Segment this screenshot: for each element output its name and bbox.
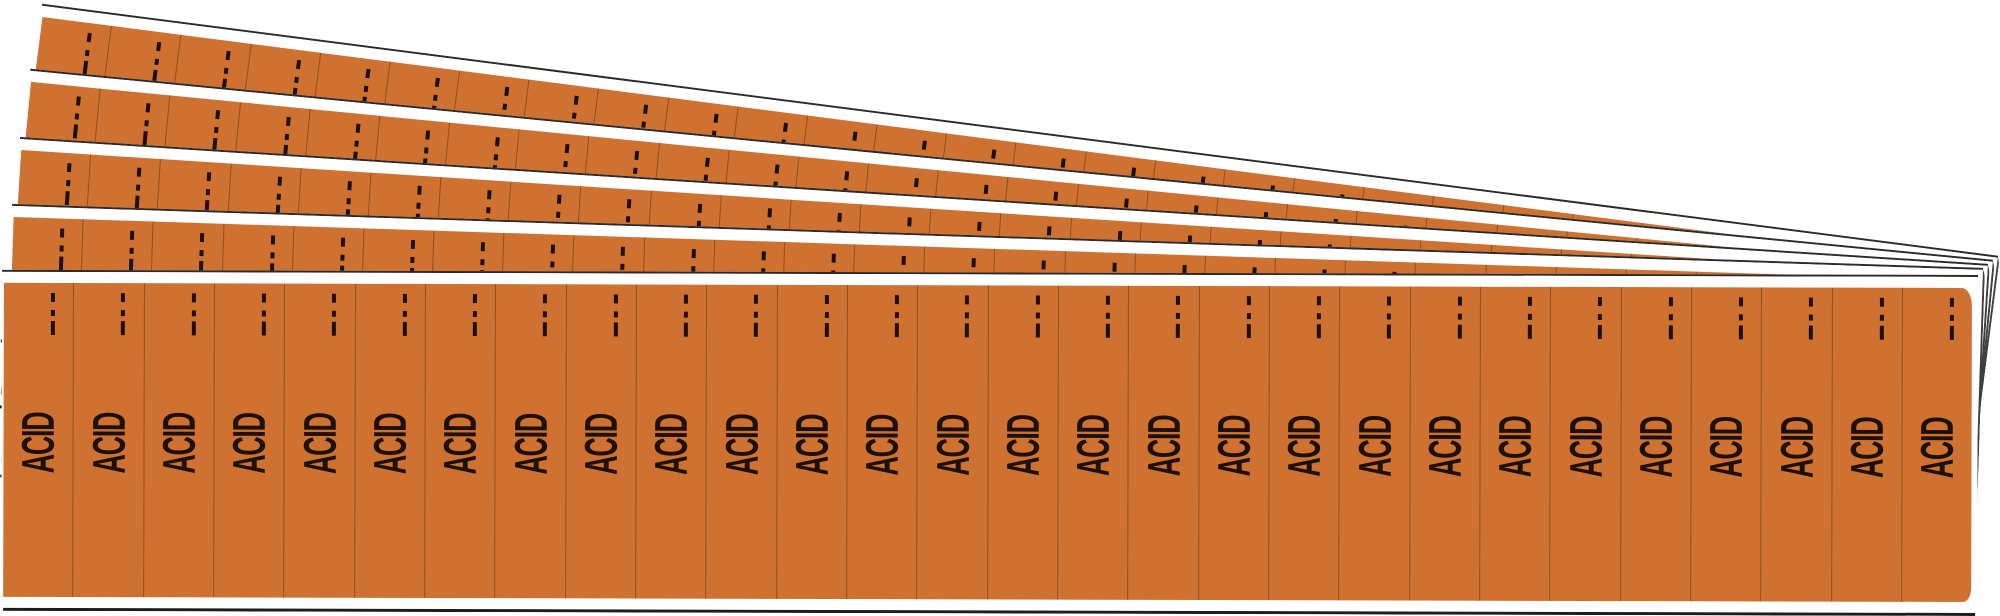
acid-label-text: ACID xyxy=(645,414,698,475)
label-segment: ACID xyxy=(3,283,73,597)
dashed-tick-mark xyxy=(152,41,162,85)
acid-label-text: ACID xyxy=(1910,417,1964,479)
label-segment: ACID xyxy=(775,284,847,600)
dashed-tick-mark xyxy=(965,295,970,338)
dashed-tick-mark xyxy=(1176,295,1181,338)
dashed-tick-mark xyxy=(204,172,212,215)
dashed-tick-mark xyxy=(212,109,221,153)
dashed-tick-mark xyxy=(754,294,759,337)
label-sheet: ACID ACID ACID ACID ACID ACID ACID ACID ACID ACID… xyxy=(1,269,1978,616)
dashed-tick-mark xyxy=(134,167,142,210)
acid-label-text: ACID xyxy=(12,412,65,474)
dashed-tick-mark xyxy=(129,230,135,273)
label-segment: ACID xyxy=(986,285,1058,600)
acid-label-text: ACID xyxy=(926,414,979,476)
dashed-tick-mark xyxy=(50,292,56,335)
label-segment: ACID xyxy=(1760,287,1832,602)
label-segment: ACID xyxy=(1197,285,1269,601)
acid-label-text: ACID xyxy=(1489,416,1542,478)
label-segment: ACID xyxy=(494,284,566,599)
dashed-tick-mark xyxy=(72,96,81,139)
dashed-tick-mark xyxy=(1738,297,1743,340)
acid-label-text: ACID xyxy=(1207,415,1260,477)
acid-label-text: ACID xyxy=(1559,416,1612,478)
label-segment: ACID xyxy=(635,284,707,599)
dashed-tick-mark xyxy=(64,163,72,206)
label-strip: ACID ACID ACID ACID ACID ACID ACID ACID ACID ACID… xyxy=(3,282,1973,602)
dashed-tick-mark xyxy=(613,294,618,337)
label-segment: ACID xyxy=(424,283,496,599)
dashed-tick-mark xyxy=(282,116,291,159)
label-segment: ACID xyxy=(1479,286,1551,601)
acid-label-text: ACID xyxy=(1629,416,1682,478)
label-segment: ACID xyxy=(1268,286,1340,601)
label-segment: ACID xyxy=(1549,286,1621,602)
acid-label-text: ACID xyxy=(1278,415,1331,477)
label-segment: ACID xyxy=(564,284,636,599)
dashed-tick-mark xyxy=(142,103,151,146)
dashed-tick-mark xyxy=(1949,297,1954,340)
dashed-tick-mark xyxy=(894,295,900,338)
dashed-tick-mark xyxy=(683,294,689,337)
dashed-tick-mark xyxy=(1809,297,1814,340)
dashed-tick-mark xyxy=(472,294,478,337)
dashed-tick-mark xyxy=(543,294,548,337)
dashed-tick-mark xyxy=(1598,297,1603,340)
label-segment: ACID xyxy=(1408,286,1480,601)
dashed-tick-mark xyxy=(58,228,65,271)
acid-label-text: ACID xyxy=(1348,416,1401,477)
label-segment: ACID xyxy=(1901,287,1973,602)
label-segment: ACID xyxy=(846,285,918,600)
label-segment: ACID xyxy=(142,283,214,598)
acid-label-text: ACID xyxy=(82,412,135,474)
dashed-tick-mark xyxy=(191,293,196,336)
acid-label-text: ACID xyxy=(996,415,1049,476)
dashed-tick-mark xyxy=(1457,296,1462,339)
label-segment: ACID xyxy=(705,284,777,599)
acid-label-text: ACID xyxy=(1840,417,1893,479)
label-segment: ACID xyxy=(1127,285,1199,600)
label-segment: ACID xyxy=(916,285,988,600)
acid-label-text: ACID xyxy=(293,413,346,475)
acid-label-text: ACID xyxy=(1418,416,1471,477)
label-segment: ACID xyxy=(1619,287,1691,602)
label-segment: ACID xyxy=(72,283,144,598)
acid-label-text: ACID xyxy=(574,414,627,475)
label-segment: ACID xyxy=(1830,287,1902,602)
label-segment: ACID xyxy=(1338,286,1410,601)
label-segment: ACID xyxy=(283,283,355,598)
dashed-tick-mark xyxy=(121,293,126,336)
dashed-tick-mark xyxy=(82,32,92,76)
dashed-tick-mark xyxy=(1387,296,1392,339)
acid-label-text: ACID xyxy=(1137,415,1190,477)
label-segment: ACID xyxy=(213,283,285,598)
dashed-tick-mark xyxy=(332,293,337,336)
dashed-tick-mark xyxy=(199,233,205,276)
acid-label-text: ACID xyxy=(1700,416,1753,478)
dashed-tick-mark xyxy=(1246,296,1251,339)
dashed-tick-mark xyxy=(1879,297,1884,340)
label-segment: ACID xyxy=(353,283,425,598)
acid-label-text: ACID xyxy=(856,414,909,476)
dashed-tick-mark xyxy=(824,294,829,337)
dashed-tick-mark xyxy=(261,293,267,336)
acid-label-text: ACID xyxy=(434,413,487,475)
acid-label-text: ACID xyxy=(223,413,276,474)
acid-label-text: ACID xyxy=(785,414,838,476)
acid-label-text: ACID xyxy=(1770,417,1823,478)
label-segment: ACID xyxy=(1690,287,1762,602)
dashed-tick-mark xyxy=(1316,296,1321,339)
acid-label-text: ACID xyxy=(504,413,557,475)
dashed-tick-mark xyxy=(1035,295,1040,338)
dashed-tick-mark xyxy=(1105,295,1111,338)
acid-label-text: ACID xyxy=(152,412,205,474)
dashed-tick-mark xyxy=(402,293,407,336)
acid-label-text: ACID xyxy=(1067,415,1120,477)
dashed-tick-mark xyxy=(1527,296,1532,339)
acid-label-text: ACID xyxy=(715,414,768,476)
dashed-tick-mark xyxy=(1668,297,1673,340)
acid-label-text: ACID xyxy=(363,413,416,475)
label-segment: ACID xyxy=(1057,285,1129,600)
